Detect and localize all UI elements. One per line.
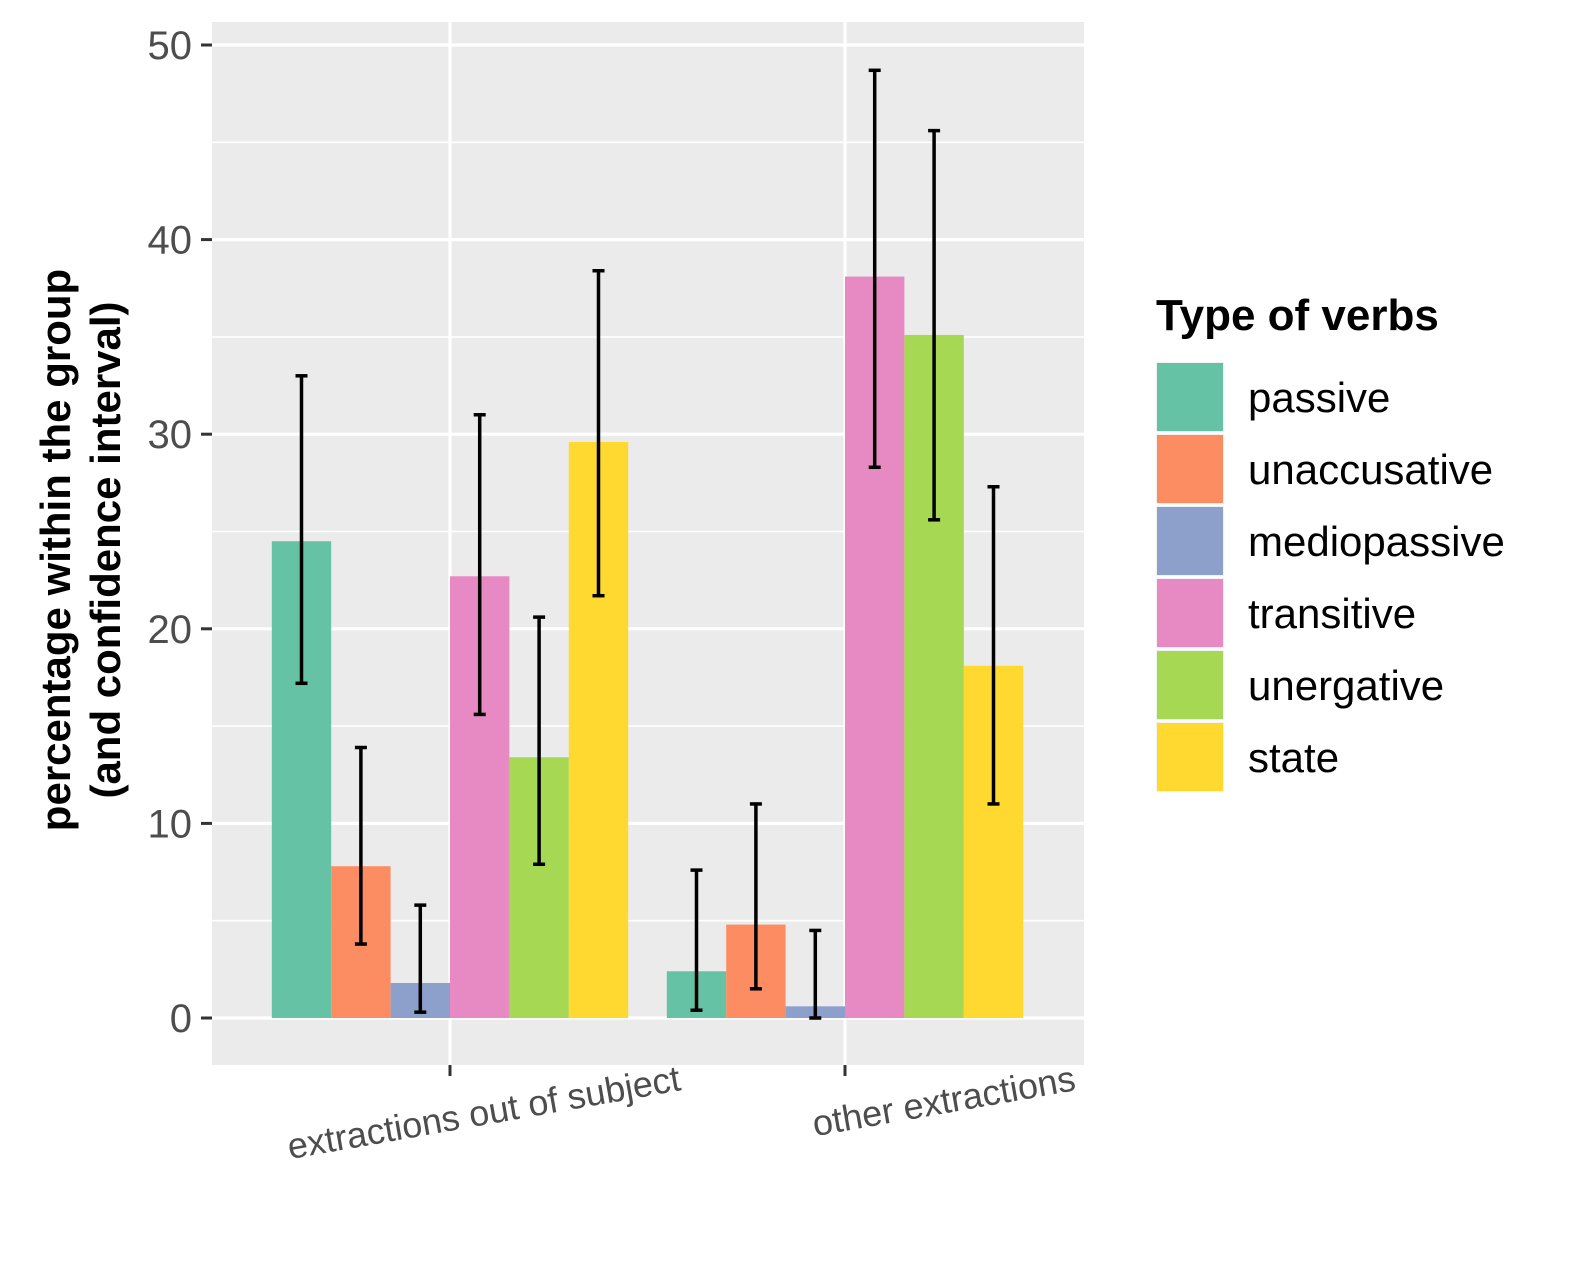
error-bars [295,68,1000,1020]
y-axis-title: percentage within the group (and confide… [32,269,129,831]
legend-item-passive: passive [1156,362,1390,432]
legend-label: transitive [1248,590,1416,637]
legend-label: passive [1248,374,1390,421]
legend-item-unergative: unergative [1156,650,1444,720]
y-tick-label: 40 [148,219,193,263]
error-bar-passive [690,868,703,1012]
error-bar-unaccusative [354,745,367,946]
legend-swatch [1157,579,1223,647]
y-tick-label: 20 [148,608,193,652]
y-axis-title-line-2: (and confidence interval) [82,301,129,798]
bars [271,276,1024,1019]
error-bar-transitive [473,412,486,717]
y-tick-label: 50 [148,24,193,68]
legend-item-transitive: transitive [1156,578,1416,648]
error-bar-passive [295,374,308,686]
legend-swatch [1157,651,1223,719]
legend-swatch [1157,723,1223,791]
x-axis: extractions out of subject other extracti… [284,1058,1078,1168]
legend-item-state: state [1156,722,1339,792]
error-bar-state [987,484,1000,806]
legend-label: mediopassive [1248,518,1505,565]
y-axis: 0 10 20 30 40 50 [148,24,212,1041]
x-tick-label: other extractions [809,1058,1078,1145]
legend-item-mediopassive: mediopassive [1156,506,1505,576]
error-bar-mediopassive [414,903,427,1014]
legend-label: state [1248,734,1339,781]
legend: Type of verbs passive unaccusative mediopa… [1156,291,1505,792]
legend-swatch [1157,363,1223,431]
y-axis-title-line-1: percentage within the group [32,269,79,831]
legend-swatch [1157,507,1223,575]
y-tick-label: 30 [148,413,193,457]
legend-label: unaccusative [1248,446,1493,493]
error-bar-transitive [868,68,881,470]
legend-swatch [1157,435,1223,503]
y-tick-label: 0 [170,997,192,1041]
error-bar-unaccusative [749,802,762,991]
error-bar-mediopassive [809,928,822,1020]
legend-label: unergative [1248,662,1444,709]
legend-title: Type of verbs [1156,291,1439,340]
y-tick-label: 10 [148,802,193,846]
legend-item-unaccusative: unaccusative [1156,434,1493,504]
error-bar-unergative [533,615,546,867]
x-tick-label: extractions out of subject [284,1058,683,1168]
error-bar-state [592,268,605,598]
error-bar-unergative [928,128,941,522]
